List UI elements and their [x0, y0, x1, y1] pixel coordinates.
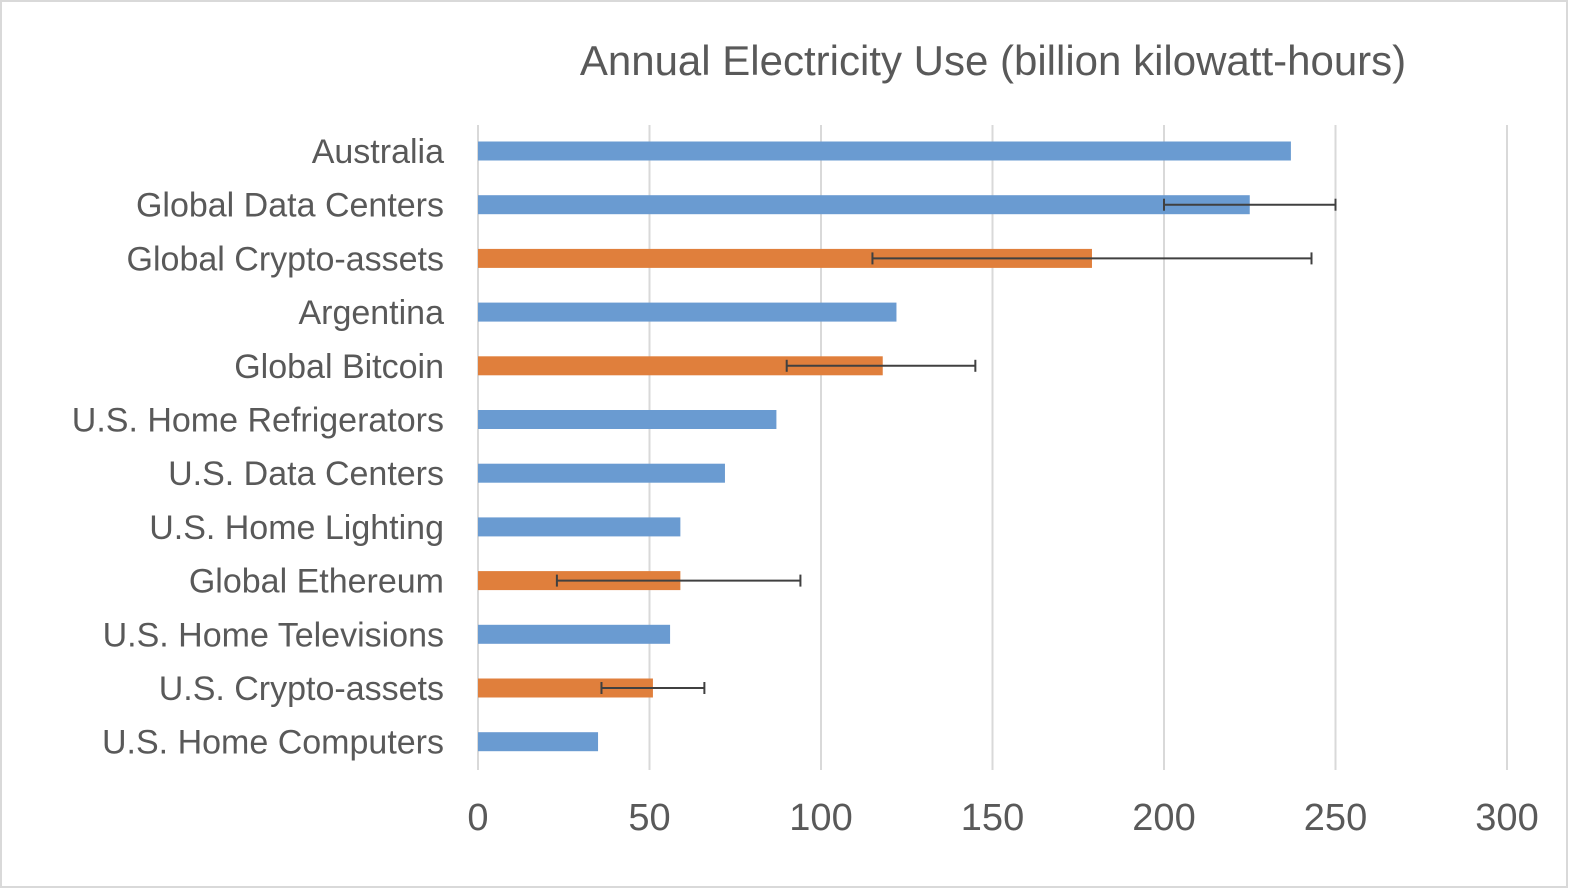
- error-bar: [555, 574, 802, 587]
- category-label: Global Crypto-assets: [127, 240, 444, 278]
- x-tick-label: 100: [789, 797, 852, 839]
- error-bar: [871, 252, 1313, 265]
- bar: [478, 463, 725, 483]
- category-label: U.S. Home Refrigerators: [72, 402, 444, 440]
- bar: [478, 195, 1250, 215]
- bar: [478, 410, 777, 429]
- x-tick-label: 50: [628, 797, 670, 839]
- bar: [478, 141, 1291, 161]
- category-label: U.S. Data Centers: [168, 455, 444, 493]
- x-tick-label: 0: [467, 797, 488, 839]
- category-labels: Australia Global Data Centers Global Crypt…: [72, 133, 444, 762]
- bar: [478, 356, 883, 376]
- chart-title: Annual Electricity Use (billion kilowatt…: [580, 37, 1406, 84]
- bar: [478, 732, 599, 752]
- bars: [478, 141, 1291, 752]
- x-tick-label: 300: [1475, 797, 1538, 839]
- category-label: Global Bitcoin: [234, 348, 444, 386]
- grid-lines: [477, 125, 1508, 770]
- category-label: U.S. Crypto-assets: [159, 670, 444, 708]
- category-label: Argentina: [298, 294, 444, 332]
- category-label: U.S. Home Computers: [102, 724, 444, 762]
- x-axis-tick-labels: 0 50 100 150 200 250 300: [467, 797, 1538, 839]
- x-tick-label: 250: [1304, 797, 1367, 839]
- category-label: U.S. Home Lighting: [149, 509, 444, 547]
- x-tick-label: 150: [961, 797, 1024, 839]
- bar: [478, 624, 671, 644]
- category-label: Global Data Centers: [136, 187, 444, 225]
- error-bar: [1163, 198, 1337, 211]
- error-bar: [600, 682, 706, 694]
- category-label: U.S. Home Televisions: [103, 616, 444, 654]
- category-label: Australia: [312, 133, 444, 171]
- x-tick-label: 200: [1132, 797, 1195, 839]
- category-label: Global Ethereum: [189, 563, 444, 601]
- bar: [478, 302, 897, 322]
- bar: [478, 517, 681, 537]
- bar: [478, 678, 653, 698]
- bar: [478, 248, 1092, 268]
- error-bar: [785, 359, 977, 372]
- error-bars: [555, 198, 1337, 694]
